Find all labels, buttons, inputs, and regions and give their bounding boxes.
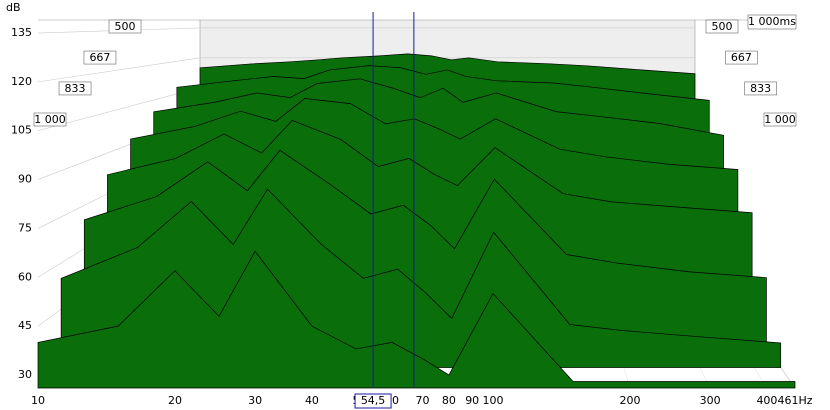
depth-box bbox=[744, 81, 777, 96]
x-tick-label: 461Hz bbox=[777, 394, 812, 407]
x-tick-label: 20 bbox=[168, 394, 182, 407]
depth-end-label: 1 000ms bbox=[748, 15, 796, 28]
depth-box bbox=[33, 112, 67, 127]
y-tick-label: 90 bbox=[18, 173, 32, 186]
grid-line bbox=[37, 57, 695, 83]
depth-box bbox=[108, 19, 142, 34]
y-tick-label: 105 bbox=[11, 124, 32, 137]
y-axis-label: dB bbox=[6, 1, 21, 14]
x-tick-label: 40 bbox=[305, 394, 319, 407]
x-tick-label: 400 bbox=[756, 394, 777, 407]
depth-tick-label: 667 bbox=[731, 51, 752, 64]
y-tick-label: 60 bbox=[18, 270, 32, 283]
depth-box bbox=[58, 81, 92, 96]
depth-box bbox=[725, 50, 758, 65]
x-tick-label: 30 bbox=[248, 394, 262, 407]
y-tick-label: 135 bbox=[11, 26, 32, 39]
x-tick-label: 300 bbox=[700, 394, 721, 407]
x-tick-label: 90 bbox=[465, 394, 479, 407]
x-tick-label: 10 bbox=[31, 394, 45, 407]
depth-end-box bbox=[747, 14, 797, 30]
depth-box bbox=[83, 50, 117, 65]
grid-line bbox=[37, 27, 695, 34]
x-tick-label: 80 bbox=[442, 394, 456, 407]
cursor-box bbox=[354, 393, 392, 409]
y-tick-label: 45 bbox=[18, 319, 32, 332]
depth-tick-label: 833 bbox=[65, 82, 86, 95]
depth-tick-label: 1 000 bbox=[764, 113, 796, 126]
x-tick-label: 100 bbox=[483, 394, 504, 407]
depth-tick-label: 500 bbox=[712, 20, 733, 33]
depth-tick-label: 833 bbox=[750, 82, 771, 95]
x-tick-label: 70 bbox=[416, 394, 430, 407]
y-tick-label: 75 bbox=[18, 221, 32, 234]
slice bbox=[37, 250, 796, 389]
depth-tick-label: 1 000 bbox=[34, 113, 66, 126]
depth-box bbox=[705, 19, 739, 34]
y-tick-label: 120 bbox=[11, 75, 32, 88]
y-tick-label: 30 bbox=[18, 368, 32, 381]
cursor-label: 54,5 bbox=[361, 394, 386, 407]
x-tick-label: 200 bbox=[619, 394, 640, 407]
depth-tick-label: 667 bbox=[89, 51, 110, 64]
depth-tick-label: 500 bbox=[115, 20, 136, 33]
depth-box bbox=[763, 112, 797, 127]
